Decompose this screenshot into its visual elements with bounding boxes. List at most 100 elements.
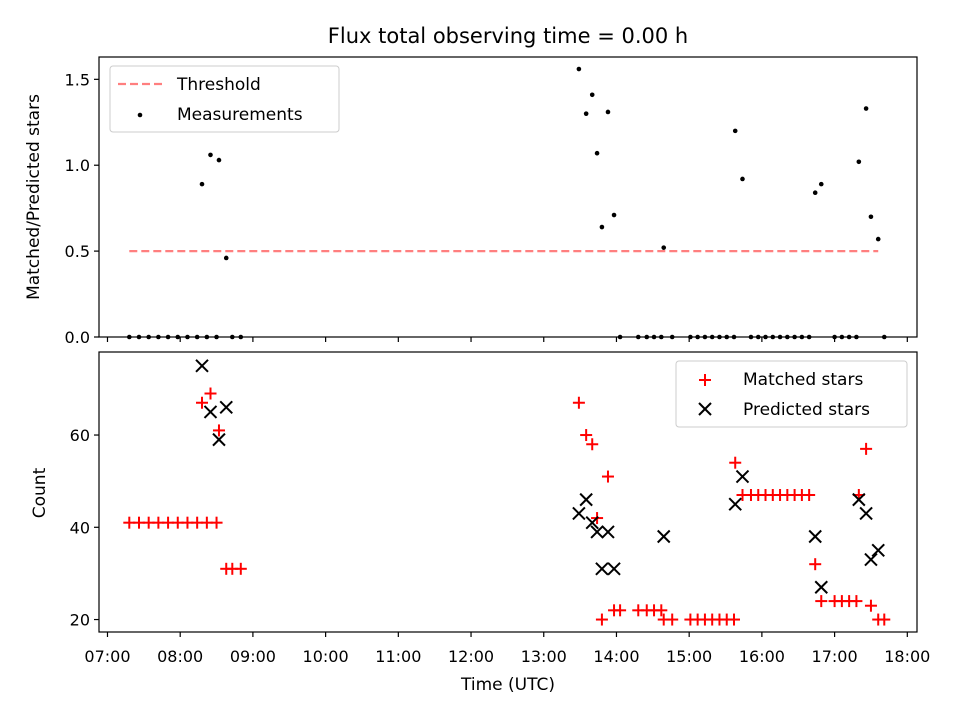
measurement-point (146, 334, 151, 340)
measurement-point (717, 334, 722, 340)
bottom-y-axis-label: Count (30, 467, 50, 518)
x-marker-b (601, 525, 615, 539)
measurement-point (611, 212, 617, 218)
bottom-axes-frame (98, 351, 918, 633)
predicted-star-point (814, 580, 828, 594)
measurement-point (594, 150, 600, 156)
measurement-point (688, 334, 693, 340)
predicted-star-point (595, 562, 609, 576)
predicted-star-point (864, 552, 878, 567)
x-tick-label: 14:00 (593, 647, 639, 666)
predicted-star-point (871, 543, 885, 558)
measurement-point (863, 106, 869, 111)
matched-star-point (729, 456, 742, 469)
measurement-point (709, 334, 715, 340)
x-marker-b (219, 400, 233, 415)
measurement-point (214, 334, 219, 340)
matched-star-point (614, 604, 627, 617)
measurement-point (875, 236, 881, 242)
measurement-point (185, 334, 190, 340)
x-tick-label: 17:00 (812, 647, 858, 666)
matched-star-point (860, 442, 873, 455)
measurement-point (156, 334, 161, 340)
matched-star-point (666, 613, 679, 626)
top-axes-frame (98, 56, 918, 338)
matched-star-point (655, 604, 668, 617)
x-tick-label: 18:00 (884, 647, 930, 666)
matched-star-point (580, 429, 593, 442)
measurement-point (208, 152, 213, 158)
x-marker-b (572, 506, 586, 521)
measurement-point (583, 111, 589, 116)
measurement-point (651, 334, 657, 340)
measurement-point (839, 334, 845, 340)
matched-star-point (728, 613, 741, 626)
matched-star-point (601, 470, 614, 483)
x-marker-b (195, 359, 209, 373)
measurement-point (748, 334, 754, 340)
x-marker-b (735, 469, 750, 484)
measurement-point (589, 92, 595, 98)
x-tick-label: 13:00 (521, 647, 567, 666)
x-tick-label: 09:00 (230, 647, 276, 666)
measurement-point (695, 334, 700, 340)
measurement-point (194, 334, 200, 340)
bottom-legend: Matched stars Predicted stars (675, 360, 908, 428)
predicted-star-point (203, 405, 218, 419)
predicted-star-point (852, 492, 866, 507)
predicted-star-point (572, 506, 586, 521)
measurement-point (223, 255, 229, 261)
measurement-point (763, 334, 768, 340)
measurements-legend-label: Measurements (177, 105, 303, 125)
matched-star-point (204, 387, 217, 400)
bottom-y-tick-label: 60 (70, 426, 90, 445)
bottom-panel: 20 40 60 07:00 08:00 09:00 10:00 11:00 12:00 13:0… (70, 351, 930, 666)
predicted-star-point (219, 400, 233, 415)
measurement-point (635, 334, 641, 340)
predicted-star-point (585, 515, 599, 530)
x-marker-b (864, 552, 878, 567)
measurement-point (785, 334, 790, 340)
x-marker-b (585, 515, 599, 530)
measurement-point (617, 334, 623, 340)
measurement-point (732, 128, 738, 134)
bottom-y-tick-label: 20 (70, 611, 90, 630)
top-y-tick-label: 0.0 (65, 328, 90, 347)
measurement-point (661, 245, 667, 250)
x-marker-b (595, 562, 609, 576)
bottom-legend-frame (675, 360, 908, 428)
x-tick-label: 11:00 (375, 647, 421, 666)
measurement-point (740, 176, 745, 182)
measurements-legend-marker (137, 112, 143, 118)
x-tick-label: 08:00 (157, 647, 203, 666)
measurement-point (238, 334, 244, 340)
matched-star-point (864, 599, 877, 612)
measurement-point (702, 334, 708, 340)
bottom-y-tick-label: 40 (70, 518, 90, 537)
top-y-tick-label: 1.0 (65, 156, 90, 175)
measurement-point (724, 334, 730, 340)
matched-star-point (586, 438, 599, 451)
x-marker-b (607, 562, 621, 576)
x-tick-label: 15:00 (666, 647, 712, 666)
measurement-point (605, 109, 611, 115)
measurement-point (216, 157, 222, 163)
chart-title: Flux total observing time = 0.00 h (328, 24, 688, 48)
measurement-point (199, 181, 205, 187)
measurement-point (658, 334, 664, 340)
measurement-point (818, 181, 824, 187)
measurement-point (576, 66, 582, 72)
measurement-point (230, 334, 235, 340)
matched-legend-marker (699, 374, 711, 386)
predicted-star-point (195, 359, 209, 373)
x-marker-b (657, 529, 671, 544)
measurement-point (165, 334, 171, 340)
x-marker-b (203, 405, 218, 419)
measurement-point (175, 334, 181, 340)
x-tick-label: 07:00 (84, 647, 130, 666)
predicted-star-point (728, 497, 742, 511)
x-marker-b (871, 543, 885, 558)
predicted-star-point (212, 432, 226, 447)
measurement-point (731, 334, 737, 340)
